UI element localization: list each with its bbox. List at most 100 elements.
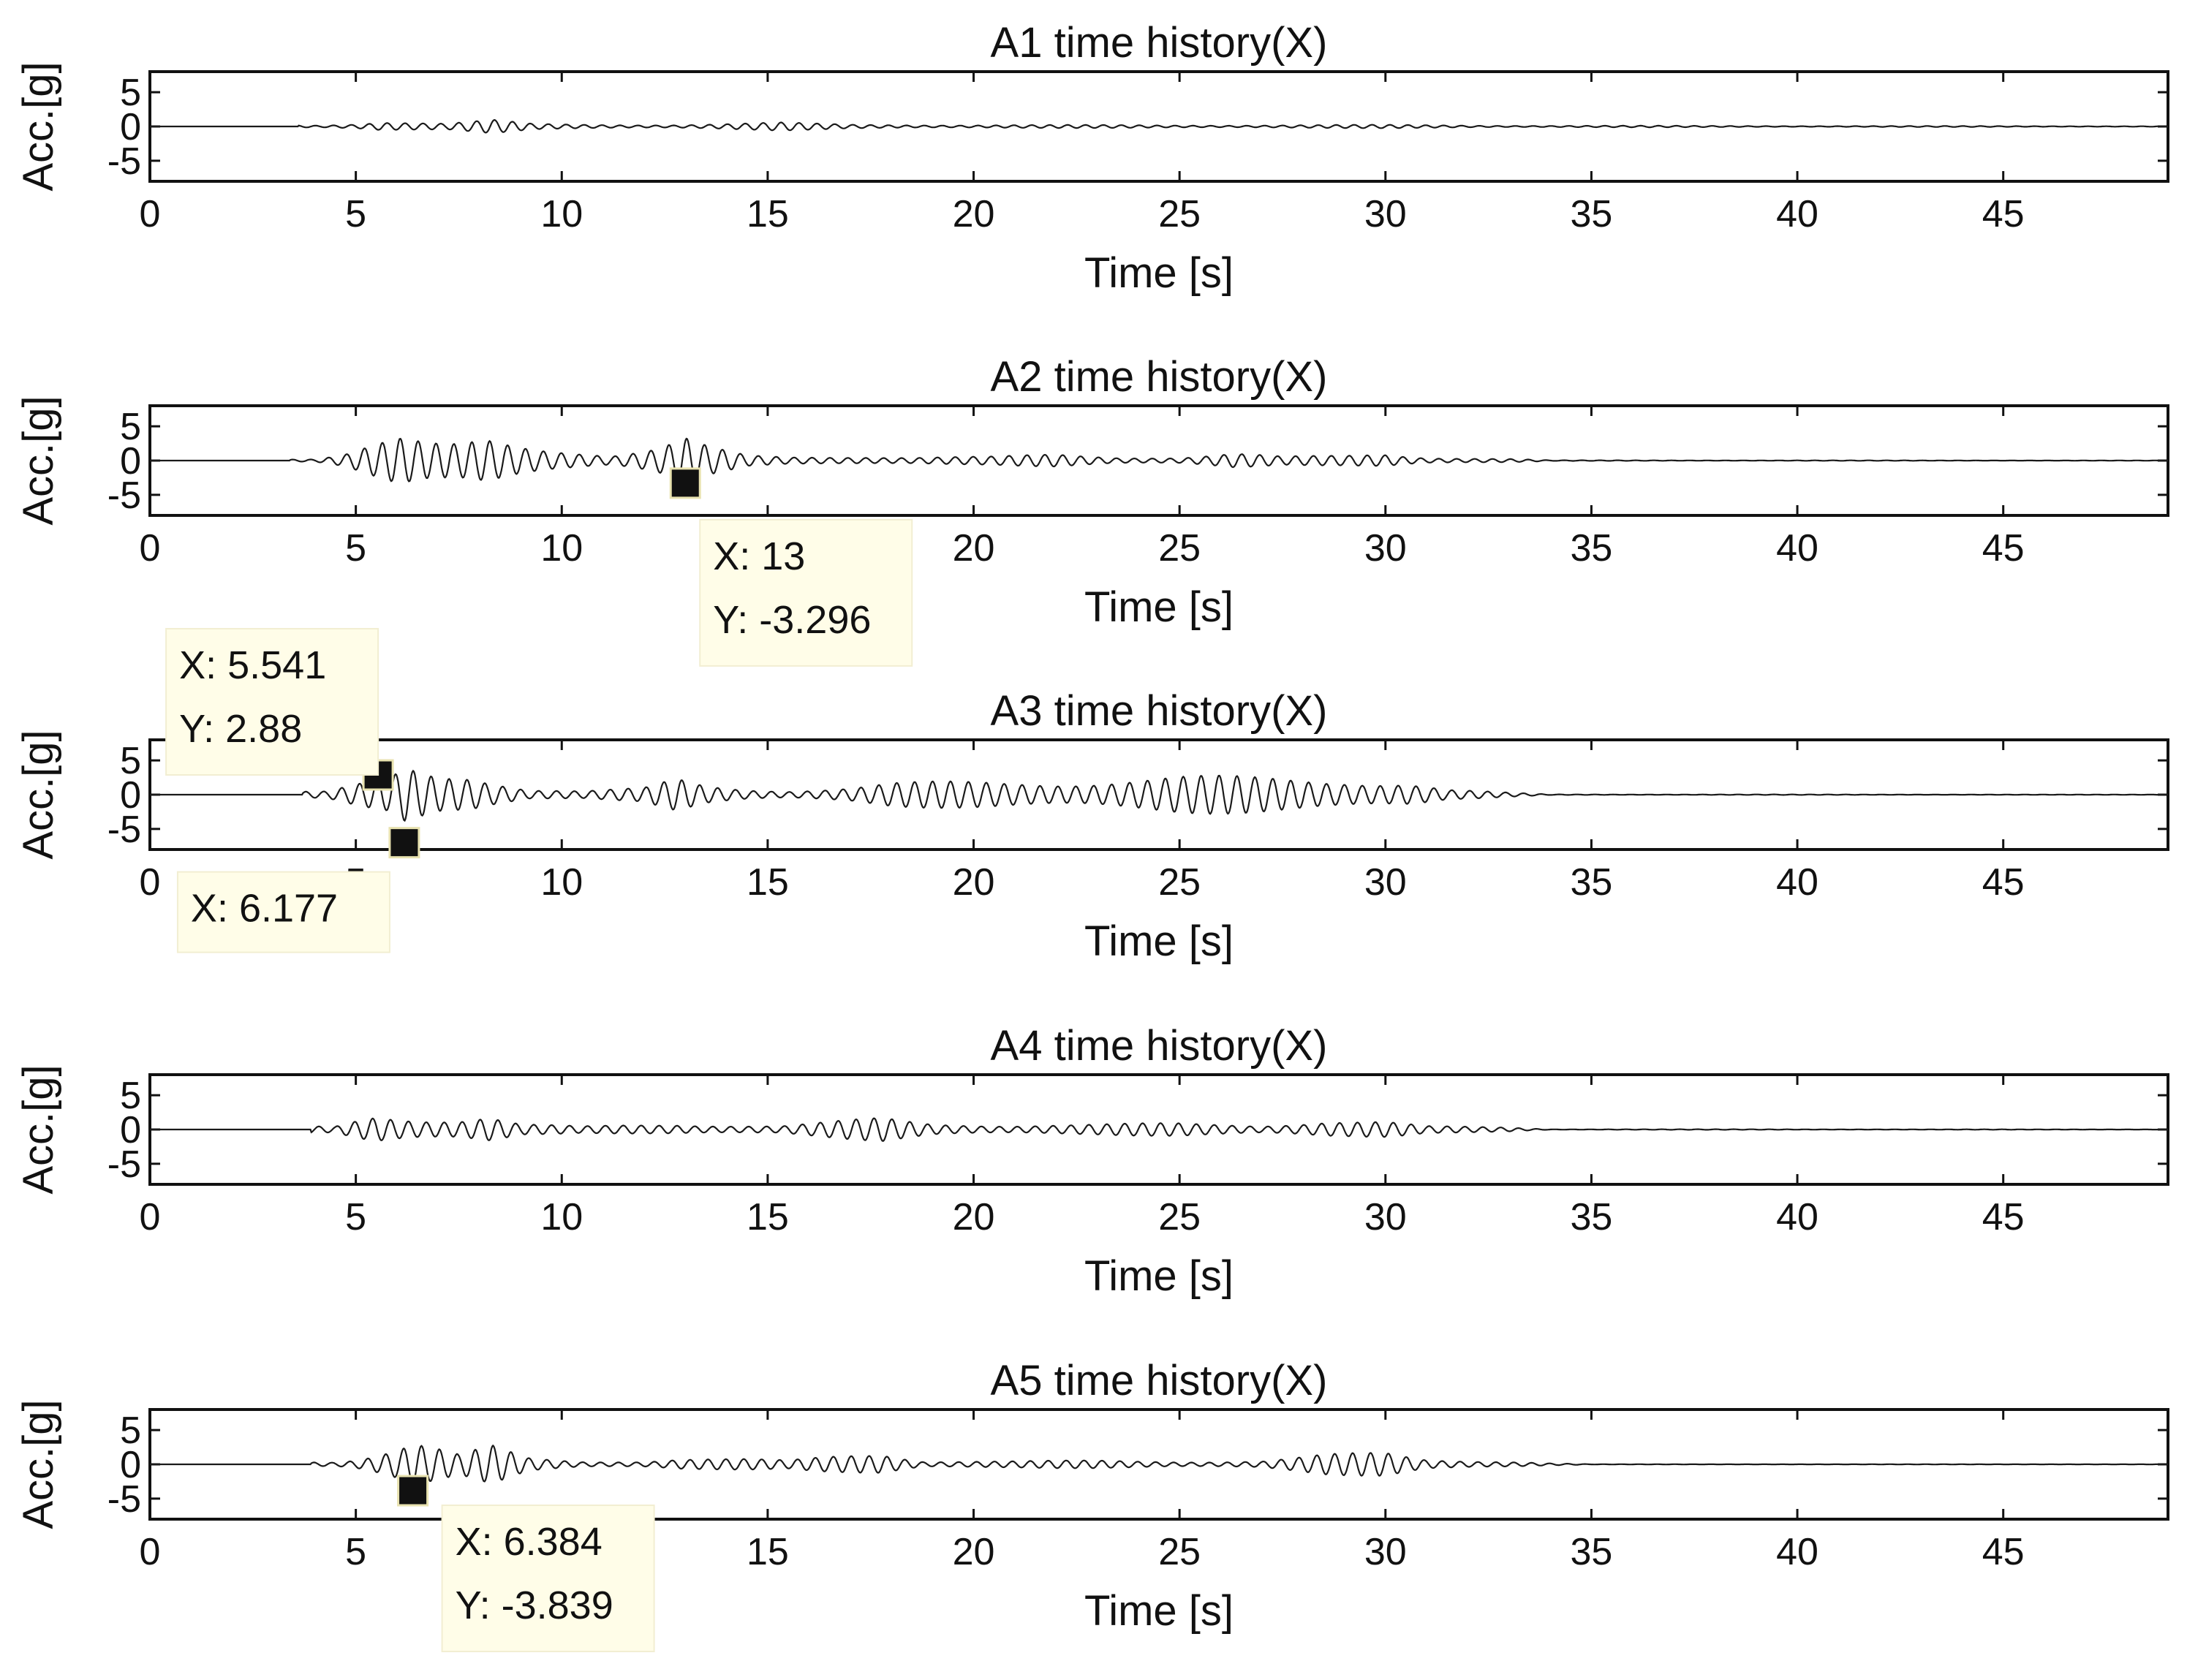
datatip: X: 6.177 (176, 871, 390, 953)
x-tick-label: 0 (140, 1531, 161, 1573)
x-tick-label: 20 (953, 1531, 995, 1573)
x-tick-label: 30 (1364, 527, 1407, 570)
x-tick-label: 5 (345, 1531, 366, 1573)
x-tick-label: 45 (1982, 861, 2025, 904)
x-tick-label: 35 (1571, 193, 1613, 235)
x-tick-label: 15 (747, 193, 789, 235)
x-axis-label: Time [s] (1084, 1252, 1234, 1300)
y-axis-label: Acc.[g] (15, 1064, 62, 1194)
x-tick-label: 45 (1982, 1531, 2025, 1573)
datatip-x: X: 13 (713, 534, 805, 578)
subplot-title: A2 time history(X) (991, 353, 1328, 401)
x-tick-label: 20 (953, 527, 995, 570)
y-tick-label: -5 (107, 1478, 141, 1521)
x-tick-label: 20 (953, 1196, 995, 1238)
datatip-box (176, 871, 390, 953)
datatip-y: Y: 2.88 (179, 707, 302, 751)
x-tick-label: 0 (140, 861, 161, 904)
y-axis-label: Acc.[g] (15, 730, 62, 859)
subplot-title: A3 time history(X) (991, 687, 1328, 735)
signal-line (150, 437, 2169, 483)
x-tick-label: 15 (747, 1196, 789, 1238)
x-axis-label: Time [s] (1084, 1587, 1234, 1635)
datatip-x: X: 6.177 (191, 887, 338, 931)
datatip-marker (388, 827, 420, 859)
subplot-3: A3 time history(X)Acc.[g]-50505101520253… (15, 628, 2169, 965)
x-tick-label: 10 (540, 193, 583, 235)
subplot-title: A5 time history(X) (991, 1357, 1328, 1404)
x-tick-label: 30 (1364, 861, 1407, 904)
datatip: X: 6.384 Y: -3.839 (441, 1504, 655, 1652)
datatip-marker (669, 467, 701, 499)
x-tick-label: 5 (345, 527, 366, 570)
signal-line (150, 769, 2168, 822)
signal-line (150, 118, 2168, 134)
x-tick-label: 45 (1982, 527, 2025, 570)
datatip-x: X: 5.541 (179, 643, 326, 687)
datatip: X: 5.541 Y: 2.88 (165, 628, 379, 776)
y-tick-label: 0 (120, 106, 141, 148)
y-tick-label: -5 (107, 140, 141, 183)
x-tick-label: 35 (1571, 861, 1613, 904)
x-tick-label: 40 (1776, 193, 1818, 235)
datatip-box (441, 1504, 655, 1652)
y-tick-label: 5 (120, 406, 141, 448)
x-tick-label: 35 (1571, 527, 1613, 570)
x-tick-label: 10 (540, 1196, 583, 1238)
datatip: X: 13 Y: -3.296 (699, 518, 913, 667)
y-axis-label: Acc.[g] (15, 1399, 62, 1529)
x-tick-label: 5 (345, 1196, 366, 1238)
x-tick-label: 25 (1158, 1531, 1201, 1573)
signal-line (150, 1117, 2168, 1143)
x-axis-label: Time [s] (1084, 917, 1234, 965)
y-tick-label: 0 (120, 1444, 141, 1486)
y-tick-label: 5 (120, 1410, 141, 1452)
datatip-box (165, 628, 379, 776)
datatip-y: Y: -3.296 (713, 598, 871, 642)
x-tick-label: 30 (1364, 193, 1407, 235)
x-tick-label: 35 (1571, 1531, 1613, 1573)
x-tick-label: 40 (1776, 527, 1818, 570)
y-tick-label: 5 (120, 1075, 141, 1117)
x-tick-label: 15 (747, 1531, 789, 1573)
y-tick-label: -5 (107, 474, 141, 517)
x-tick-label: 40 (1776, 1196, 1818, 1238)
x-tick-label: 40 (1776, 1531, 1818, 1573)
x-tick-label: 10 (540, 527, 583, 570)
signal-line (150, 1444, 2168, 1485)
y-axis-label: Acc.[g] (15, 61, 62, 191)
subplot-title: A1 time history(X) (991, 19, 1328, 67)
x-tick-label: 20 (953, 861, 995, 904)
y-tick-label: 5 (120, 72, 141, 114)
subplot-title: A4 time history(X) (991, 1022, 1328, 1070)
x-tick-label: 0 (140, 193, 161, 235)
x-tick-label: 30 (1364, 1196, 1407, 1238)
x-axis-label: Time [s] (1084, 583, 1234, 631)
x-tick-label: 45 (1982, 193, 2025, 235)
x-axis-label: Time [s] (1084, 249, 1234, 297)
y-tick-label: 0 (120, 774, 141, 817)
y-tick-label: -5 (107, 809, 141, 851)
datatip-x: X: 6.384 (456, 1520, 603, 1564)
y-tick-label: 0 (120, 440, 141, 483)
y-tick-label: 0 (120, 1109, 141, 1151)
x-tick-label: 20 (953, 193, 995, 235)
datatip-marker (397, 1475, 429, 1507)
x-tick-label: 15 (747, 861, 789, 904)
x-tick-label: 25 (1158, 527, 1201, 570)
datatip-box (699, 518, 913, 667)
x-tick-label: 45 (1982, 1196, 2025, 1238)
x-tick-label: 25 (1158, 1196, 1201, 1238)
x-tick-label: 0 (140, 1196, 161, 1238)
x-tick-label: 25 (1158, 861, 1201, 904)
subplot-5: A5 time history(X)Acc.[g]-50505101520253… (15, 1357, 2169, 1652)
y-tick-label: 5 (120, 740, 141, 782)
x-tick-label: 35 (1571, 1196, 1613, 1238)
y-axis-label: Acc.[g] (15, 396, 62, 525)
y-tick-label: -5 (107, 1143, 141, 1186)
datatip-y: Y: -3.839 (456, 1583, 613, 1627)
x-tick-label: 25 (1158, 193, 1201, 235)
